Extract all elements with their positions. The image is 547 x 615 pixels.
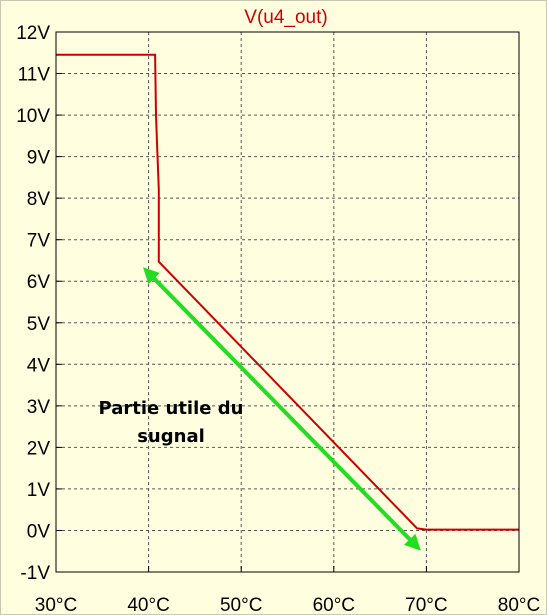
x-tick-label: 80°C: [498, 595, 540, 615]
y-tick-label: 4V: [27, 355, 51, 376]
x-tick-label: 50°C: [220, 595, 262, 615]
series-line: [56, 53, 519, 531]
plot-border: [55, 31, 520, 573]
chart-title: V(u4_out): [244, 7, 327, 28]
x-tick-label: 60°C: [313, 595, 355, 615]
y-tick-label: -1V: [20, 563, 50, 584]
grid-lines: [56, 32, 519, 572]
y-tick-label: 1V: [27, 480, 51, 501]
annotation-text-line1: Partie utile du: [99, 398, 244, 419]
y-tick-label: 8V: [27, 189, 51, 210]
axis-ticks: 30°C 40°C 50°C 60°C 70°C 80°C 12V 11V 10V 9V 8V 7V 6…: [16, 23, 540, 615]
y-tick-label: 9V: [27, 148, 51, 169]
y-tick-label: 0V: [27, 521, 51, 542]
y-tick-label: 2V: [27, 438, 51, 459]
x-tick-label: 70°C: [405, 595, 447, 615]
y-tick-label: 10V: [16, 106, 50, 127]
annotation-layer: [143, 267, 421, 551]
annotation-text-line2: sugnal: [137, 426, 205, 447]
y-tick-label: 6V: [27, 272, 51, 293]
y-tick-label: 12V: [16, 23, 50, 44]
x-tick-label: 30°C: [35, 595, 77, 615]
annotation-arrow: [143, 267, 421, 551]
y-tick-label: 11V: [18, 65, 51, 86]
x-tick-label: 40°C: [127, 595, 169, 615]
y-tick-label: 7V: [27, 231, 51, 252]
y-tick-label: 3V: [27, 397, 51, 418]
series-layer: [56, 53, 519, 531]
y-tick-label: 5V: [27, 314, 51, 335]
